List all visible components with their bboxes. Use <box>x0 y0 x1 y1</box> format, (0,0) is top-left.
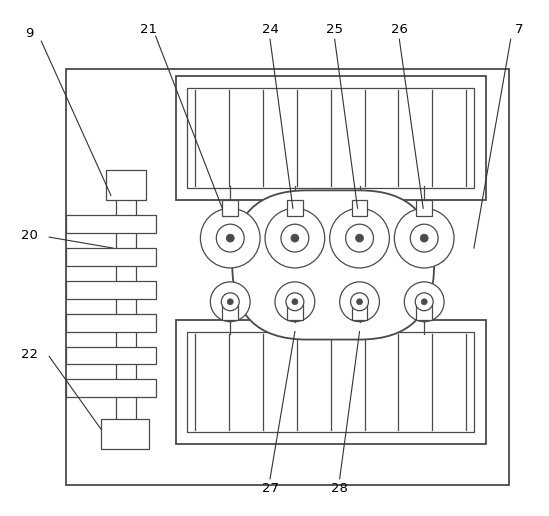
Bar <box>66 248 156 266</box>
Bar <box>66 69 509 485</box>
Circle shape <box>226 234 234 242</box>
Bar <box>287 304 303 320</box>
Circle shape <box>420 234 428 242</box>
Bar <box>187 88 474 188</box>
Circle shape <box>340 282 379 321</box>
Bar <box>222 200 238 216</box>
FancyBboxPatch shape <box>232 190 434 340</box>
Bar <box>416 304 432 320</box>
Circle shape <box>292 299 298 305</box>
Bar <box>101 419 149 449</box>
Circle shape <box>404 282 444 321</box>
Bar <box>66 215 156 233</box>
Circle shape <box>356 234 363 242</box>
Circle shape <box>275 282 315 321</box>
Circle shape <box>415 293 433 311</box>
Bar <box>106 170 145 200</box>
Bar <box>66 347 156 364</box>
Bar <box>116 175 136 429</box>
Bar <box>351 304 367 320</box>
Circle shape <box>210 282 250 321</box>
Bar <box>66 281 156 299</box>
Bar <box>176 76 486 200</box>
Text: 7: 7 <box>514 23 523 36</box>
Circle shape <box>410 224 438 252</box>
Bar <box>222 304 238 320</box>
Text: 20: 20 <box>21 229 38 241</box>
Bar <box>287 200 303 216</box>
Bar <box>416 200 432 216</box>
Circle shape <box>330 208 389 268</box>
Bar <box>176 320 486 444</box>
Circle shape <box>281 224 309 252</box>
Circle shape <box>346 224 373 252</box>
Circle shape <box>291 234 299 242</box>
Circle shape <box>200 208 260 268</box>
Text: 27: 27 <box>261 482 278 495</box>
Text: 24: 24 <box>261 23 278 36</box>
Bar <box>66 379 156 397</box>
Text: 25: 25 <box>326 23 343 36</box>
Circle shape <box>394 208 454 268</box>
Circle shape <box>356 299 362 305</box>
Circle shape <box>286 293 304 311</box>
Circle shape <box>265 208 324 268</box>
Bar <box>66 314 156 332</box>
Text: 21: 21 <box>140 23 157 36</box>
Circle shape <box>227 299 233 305</box>
Bar <box>187 332 474 432</box>
Circle shape <box>351 293 368 311</box>
Bar <box>351 200 367 216</box>
Circle shape <box>221 293 239 311</box>
Text: 26: 26 <box>391 23 408 36</box>
Circle shape <box>216 224 244 252</box>
Text: 28: 28 <box>331 482 348 495</box>
Text: 22: 22 <box>21 348 38 361</box>
Text: 9: 9 <box>25 27 33 40</box>
Circle shape <box>421 299 427 305</box>
